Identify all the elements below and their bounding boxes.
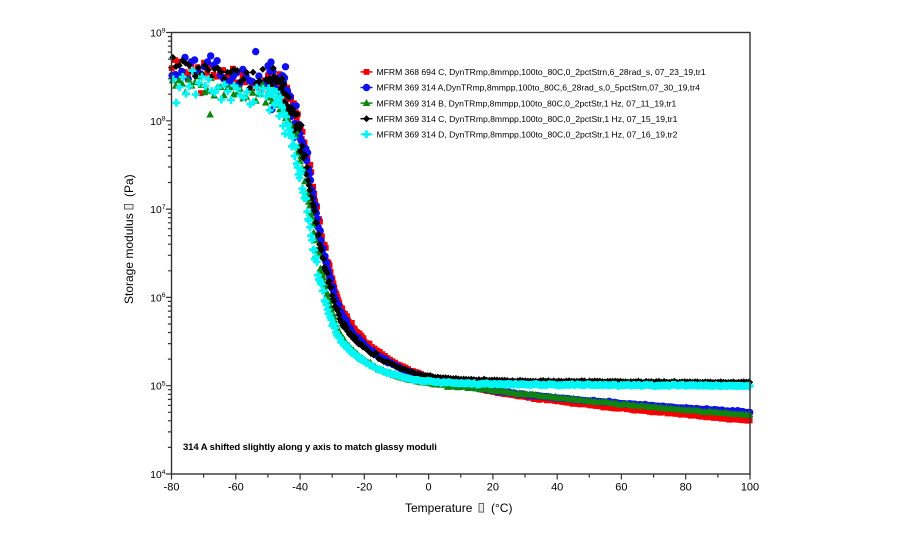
svg-text:Storage modulus: Storage modulus — [122, 213, 136, 304]
svg-text:MFRM 369 314 B, DynTRmp,8mmpp,: MFRM 369 314 B, DynTRmp,8mmpp,100to_80C,… — [377, 98, 677, 108]
svg-text:0: 0 — [426, 482, 432, 494]
svg-text:-80: -80 — [164, 482, 180, 494]
svg-text:Temperature: Temperature — [405, 501, 473, 515]
svg-text:-40: -40 — [292, 482, 308, 494]
svg-text:80: 80 — [680, 482, 692, 494]
svg-text:MFRM 369 314 A,DynTRmp,8mmpp,1: MFRM 369 314 A,DynTRmp,8mmpp,100to_80C,6… — [377, 83, 701, 93]
svg-text:(°C): (°C) — [491, 501, 512, 515]
svg-text:40: 40 — [551, 482, 563, 494]
svg-text:-60: -60 — [228, 482, 244, 494]
svg-text:20: 20 — [487, 482, 499, 494]
svg-text:MFRM 369 314 D, DynTRmp,8mmpp,: MFRM 369 314 D, DynTRmp,8mmpp,100to_80C,… — [377, 130, 678, 140]
svg-text:60: 60 — [615, 482, 627, 494]
svg-text:(Pa): (Pa) — [122, 174, 136, 197]
svg-text:-20: -20 — [356, 482, 372, 494]
svg-text:MFRM 368 694 C, DynTRmp,8mmpp,: MFRM 368 694 C, DynTRmp,8mmpp,100to_80C,… — [377, 67, 706, 77]
svg-text:314 A shifted slightly along y: 314 A shifted slightly along y axis to m… — [183, 442, 437, 453]
svg-text:MFRM 369 314 C, DynTRmp,8mmpp,: MFRM 369 314 C, DynTRmp,8mmpp,100to_80C,… — [377, 114, 678, 124]
svg-text:100: 100 — [741, 482, 759, 494]
